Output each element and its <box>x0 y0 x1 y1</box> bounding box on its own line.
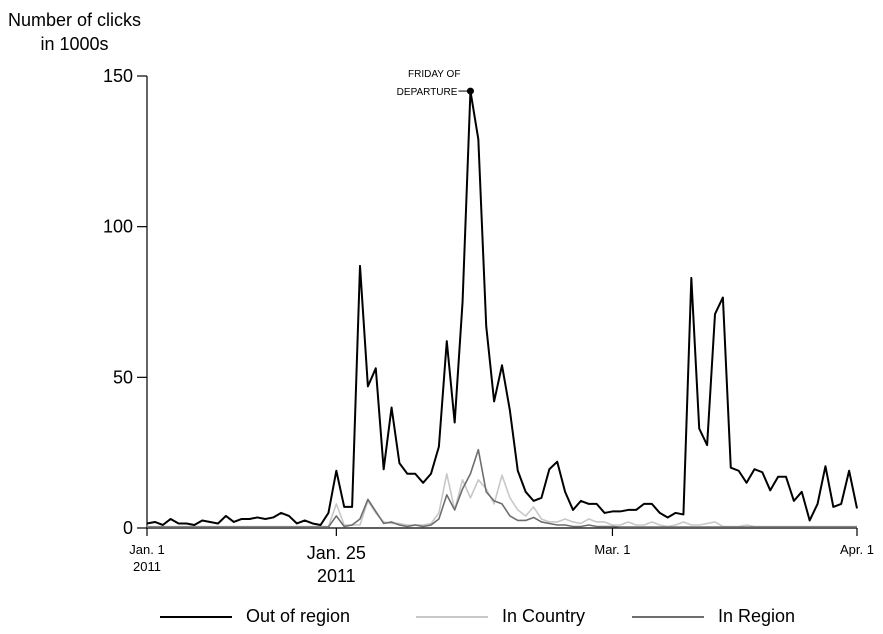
x-tick-label-3: Apr. 1 <box>840 542 874 557</box>
annotation-line2: DEPARTURE <box>397 87 458 98</box>
y-axis-title-line1: Number of clicks <box>8 10 142 30</box>
x-tick-sublabel-0: 2011 <box>133 559 161 574</box>
legend: Out of region In Country In Region <box>0 606 883 634</box>
series-line-region <box>147 448 857 528</box>
x-tick-sublabel-1: 2011 <box>317 566 356 586</box>
legend-swatch-out-of-region <box>160 615 232 618</box>
series-line-out <box>146 90 858 526</box>
y-axis-title-line2: in 1000s <box>40 34 109 54</box>
x-tick-label-2: Mar. 1 <box>594 542 630 557</box>
legend-swatch-in-country <box>416 615 488 618</box>
legend-label-in-country: In Country <box>502 606 586 626</box>
legend-label-in-region: In Region <box>718 606 796 626</box>
y-tick-label-150: 150 <box>103 66 133 86</box>
y-axis-title: Number of clicks in 1000s <box>8 8 141 56</box>
y-tick-label-100: 100 <box>103 217 133 237</box>
legend-swatch-in-region <box>632 615 704 618</box>
x-tick-label-1: Jan. 25 <box>307 543 366 563</box>
x-tick-label-0: Jan. 1 <box>129 542 164 557</box>
legend-item-in-country: In Country <box>416 606 585 627</box>
y-tick-label-0: 0 <box>123 518 133 538</box>
y-tick-label-50: 50 <box>113 367 133 387</box>
legend-item-in-region: In Region <box>632 606 795 627</box>
annotation-line1: FRIDAY OF <box>408 69 460 80</box>
chart-plot: 0 50 100 150 Jan. 1 2011 Jan. 25 2011 Mar. 1 Apr.… <box>103 66 874 586</box>
legend-item-out-of-region: Out of region <box>160 606 350 627</box>
legend-label-out-of-region: Out of region <box>246 606 351 626</box>
